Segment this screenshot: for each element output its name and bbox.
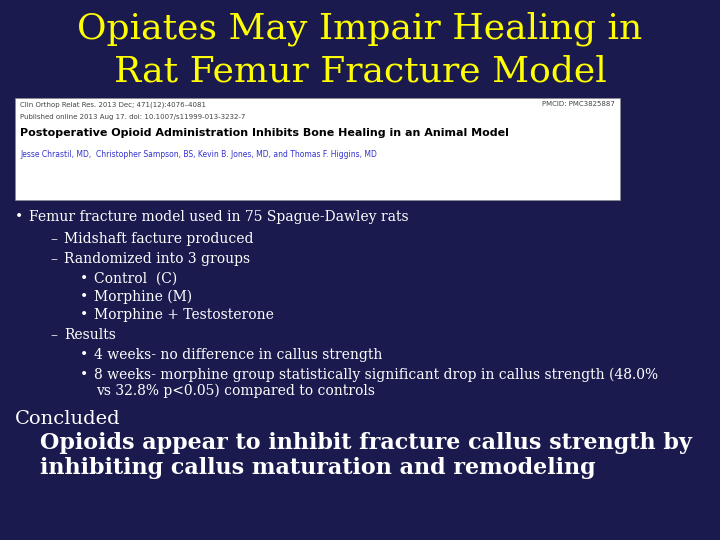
Text: •: • bbox=[15, 210, 23, 224]
Text: –: – bbox=[50, 328, 57, 342]
Text: vs 32.8% p<0.05) compared to controls: vs 32.8% p<0.05) compared to controls bbox=[96, 384, 375, 399]
Text: Rat Femur Fracture Model: Rat Femur Fracture Model bbox=[114, 54, 606, 88]
Text: •: • bbox=[80, 272, 89, 286]
Text: Femur fracture model used in 75 Spague-Dawley rats: Femur fracture model used in 75 Spague-D… bbox=[29, 210, 409, 224]
Text: Clin Orthop Relat Res. 2013 Dec; 471(12):4076–4081: Clin Orthop Relat Res. 2013 Dec; 471(12)… bbox=[20, 101, 206, 107]
Text: Jesse Chrastil, MD,  Christopher Sampson, BS, Kevin B. Jones, MD, and Thomas F. : Jesse Chrastil, MD, Christopher Sampson,… bbox=[20, 150, 377, 159]
Text: –: – bbox=[50, 232, 57, 246]
Text: Opiates May Impair Healing in: Opiates May Impair Healing in bbox=[77, 12, 643, 46]
Text: Postoperative Opioid Administration Inhibits Bone Healing in an Animal Model: Postoperative Opioid Administration Inhi… bbox=[20, 128, 509, 138]
Text: 8 weeks- morphine group statistically significant drop in callus strength (48.0%: 8 weeks- morphine group statistically si… bbox=[94, 368, 658, 382]
Text: Concluded: Concluded bbox=[15, 410, 121, 428]
Text: –: – bbox=[50, 252, 57, 266]
Text: Midshaft facture produced: Midshaft facture produced bbox=[64, 232, 253, 246]
Text: Results: Results bbox=[64, 328, 116, 342]
Text: Morphine (M): Morphine (M) bbox=[94, 290, 192, 305]
Text: •: • bbox=[80, 308, 89, 322]
Text: •: • bbox=[80, 348, 89, 362]
Text: Morphine + Testosterone: Morphine + Testosterone bbox=[94, 308, 274, 322]
Text: Randomized into 3 groups: Randomized into 3 groups bbox=[64, 252, 250, 266]
Text: •: • bbox=[80, 368, 89, 382]
Text: •: • bbox=[80, 290, 89, 304]
Text: 4 weeks- no difference in callus strength: 4 weeks- no difference in callus strengt… bbox=[94, 348, 382, 362]
FancyBboxPatch shape bbox=[15, 98, 620, 200]
Text: Published online 2013 Aug 17. doi: 10.1007/s11999-013-3232-7: Published online 2013 Aug 17. doi: 10.10… bbox=[20, 114, 246, 120]
Text: Opioids appear to inhibit fracture callus strength by
inhibiting callus maturati: Opioids appear to inhibit fracture callu… bbox=[40, 432, 692, 480]
Text: PMCID: PMC3825887: PMCID: PMC3825887 bbox=[542, 101, 615, 107]
Text: Control  (C): Control (C) bbox=[94, 272, 177, 286]
